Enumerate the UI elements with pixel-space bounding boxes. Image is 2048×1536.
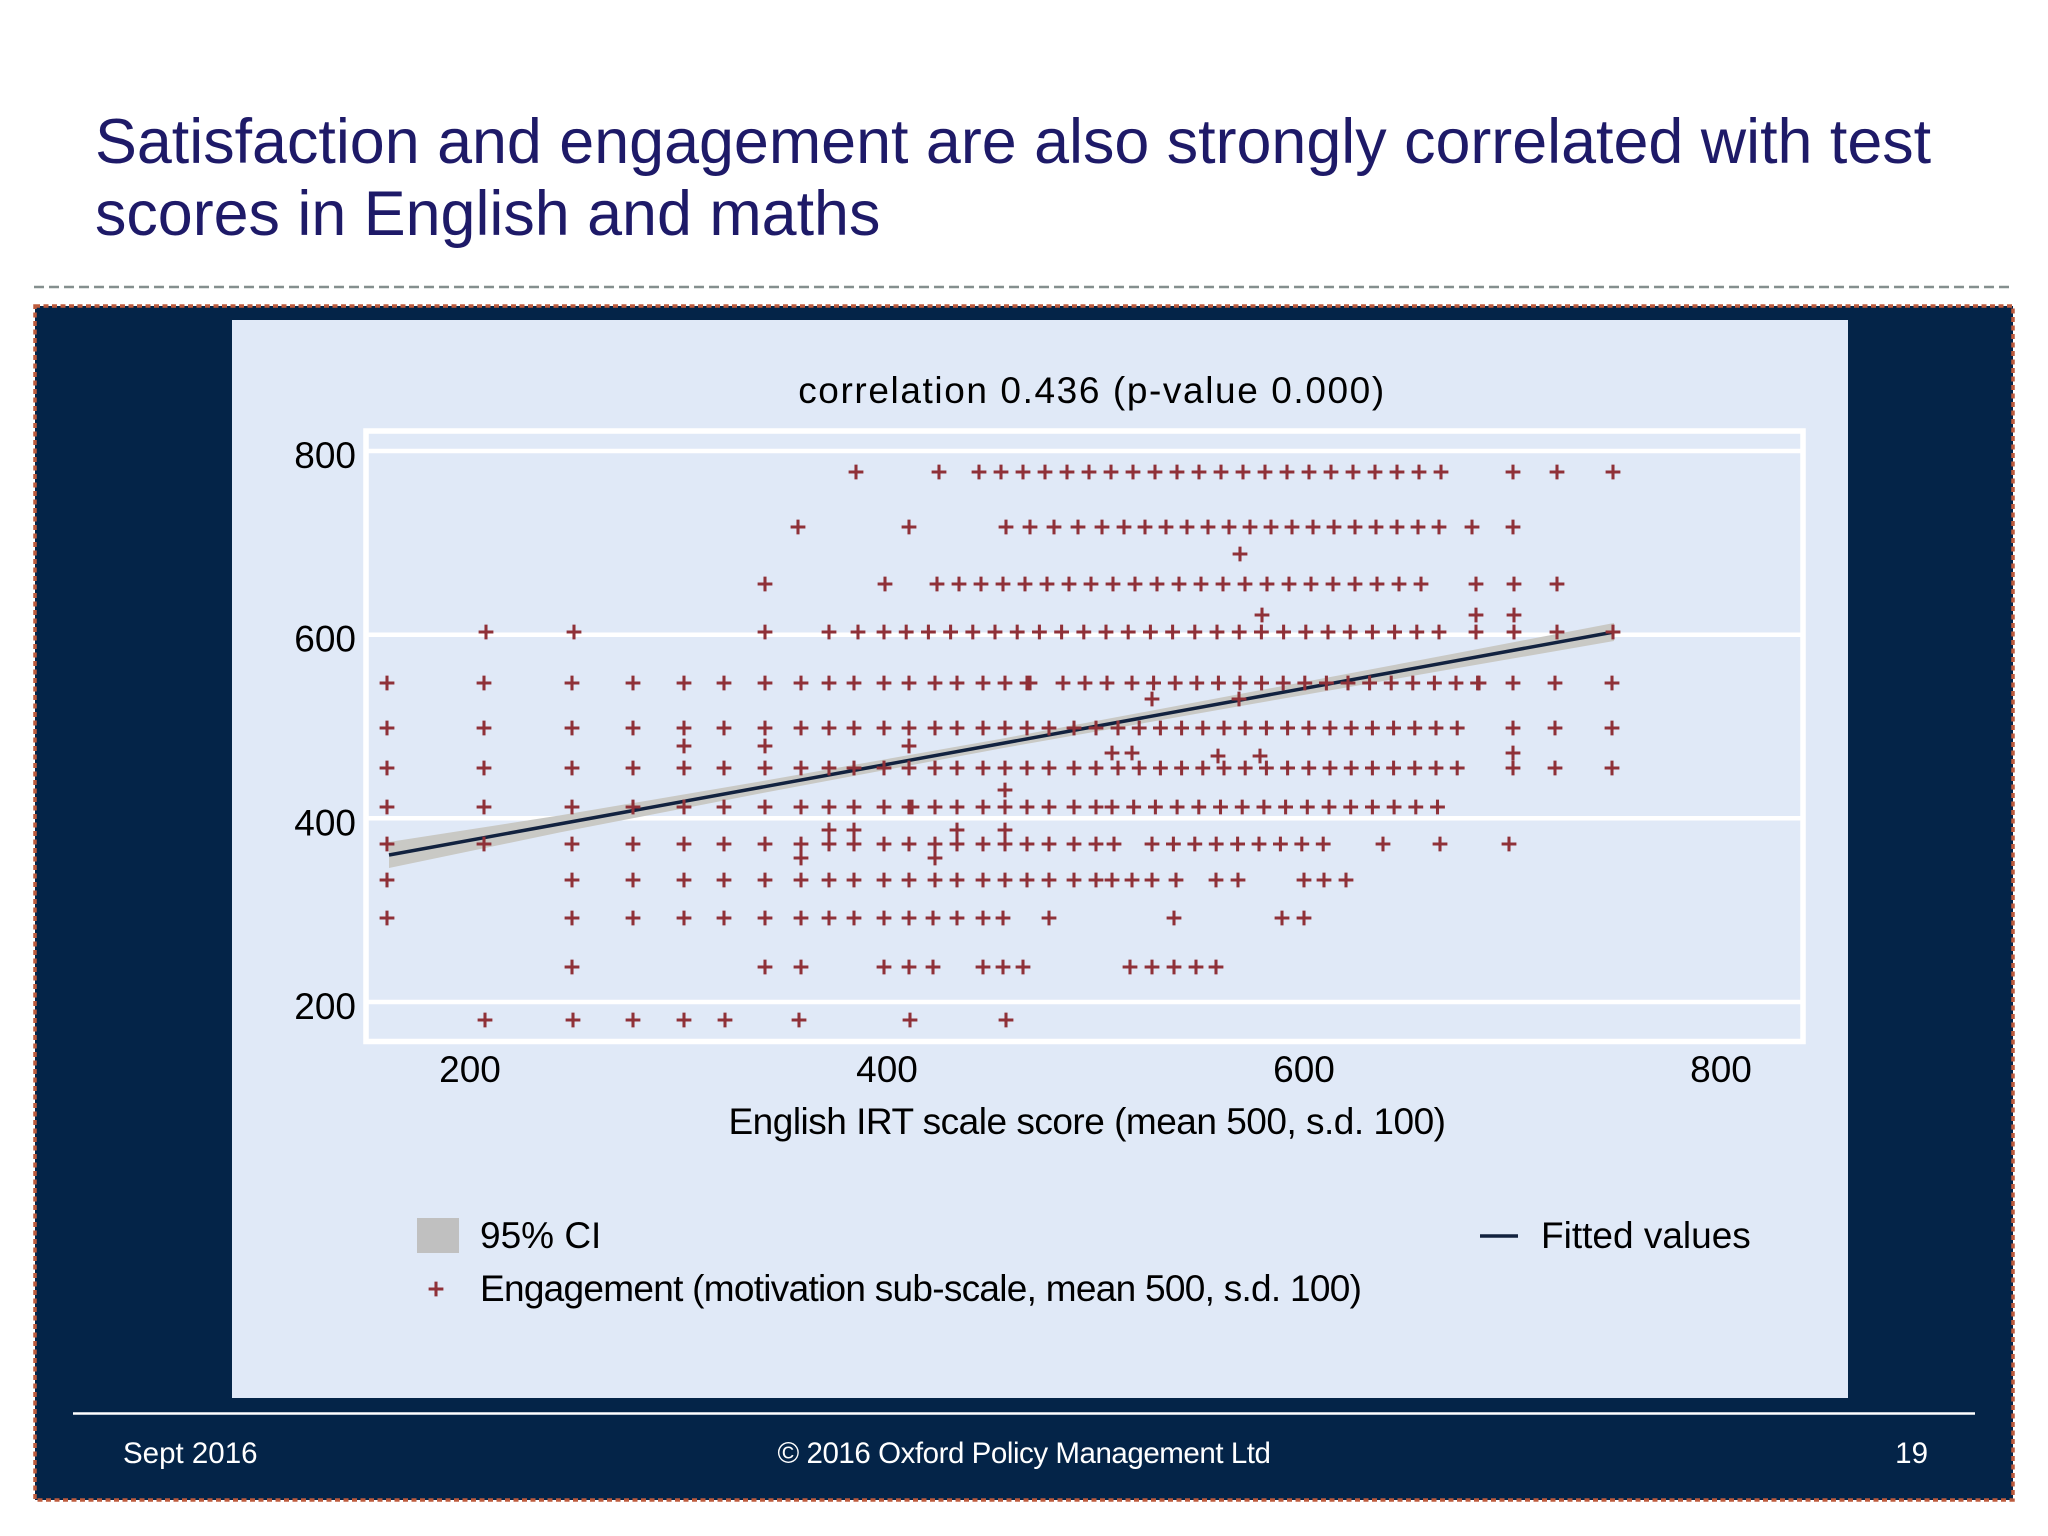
svg-text:800: 800 bbox=[294, 435, 356, 476]
svg-text:95% CI: 95% CI bbox=[480, 1215, 601, 1256]
svg-text:Sept 2016: Sept 2016 bbox=[123, 1437, 258, 1470]
svg-text:Engagement (motivation sub-sca: Engagement (motivation sub-scale, mean 5… bbox=[480, 1268, 1361, 1309]
svg-text:600: 600 bbox=[294, 619, 356, 660]
svg-text:800: 800 bbox=[1690, 1049, 1752, 1090]
svg-text:19: 19 bbox=[1895, 1437, 1928, 1470]
svg-text:200: 200 bbox=[294, 986, 356, 1027]
svg-text:200: 200 bbox=[439, 1049, 501, 1090]
svg-text:Fitted values: Fitted values bbox=[1541, 1215, 1751, 1256]
svg-text:600: 600 bbox=[1273, 1049, 1335, 1090]
svg-text:400: 400 bbox=[294, 802, 356, 843]
svg-text:© 2016 Oxford Policy Managemen: © 2016 Oxford Policy Management Ltd bbox=[777, 1437, 1270, 1470]
svg-text:Satisfaction and engagement ar: Satisfaction and engagement are also str… bbox=[95, 107, 1931, 177]
svg-text:English IRT scale score (mean: English IRT scale score (mean 500, s.d. … bbox=[728, 1101, 1445, 1142]
svg-text:scores in English and maths: scores in English and maths bbox=[95, 179, 880, 249]
svg-text:correlation 0.436 (p-value 0.0: correlation 0.436 (p-value 0.000) bbox=[798, 370, 1386, 411]
svg-text:400: 400 bbox=[856, 1049, 918, 1090]
